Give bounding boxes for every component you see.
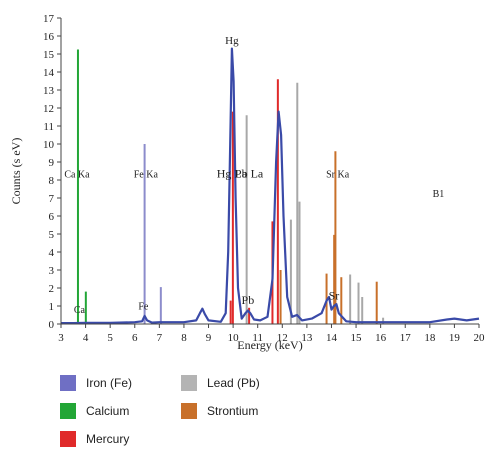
legend-swatch-iron (60, 375, 76, 391)
annotation-hg: Hg (225, 35, 239, 47)
emission-lines (76, 49, 385, 324)
y-tick-label: 12 (43, 103, 54, 115)
spectrum-series (61, 47, 480, 325)
x-tick-label: 6 (132, 332, 138, 344)
annotation-sr: Sr (329, 289, 340, 303)
y-tick-label: 14 (43, 67, 55, 79)
legend-item-iron: Iron (Fe) (60, 374, 132, 392)
annotation-ca-ka: Ca Ka (64, 169, 90, 180)
x-tick-label: 20 (474, 332, 486, 344)
x-tick-label: 7 (157, 332, 163, 344)
y-tick-label: 4 (49, 247, 55, 259)
y-tick-label: 15 (43, 49, 55, 61)
axes: 3 4 5 6 7 8 9 10 11 12 13 14 15 16 17 18 19 2001234567891… (43, 13, 485, 344)
legend: Iron (Fe) Lead (Pb) Calcium Strontium Me… (60, 368, 320, 458)
legend-label-calcium: Calcium (86, 404, 130, 418)
spectrum-chart: 3 4 5 6 7 8 9 10 11 12 13 14 15 16 17 18 19 2001234567891… (9, 13, 485, 352)
x-axis-label: Energy (keV) (237, 338, 302, 352)
x-tick-label: 3 (58, 332, 64, 344)
annotation-b1: B1 (433, 189, 445, 200)
legend-item-lead: Lead (Pb) (181, 374, 260, 392)
x-tick-label: 10 (228, 332, 240, 344)
legend-label-strontium: Strontium (207, 404, 259, 418)
x-tick-label: 13 (301, 332, 313, 344)
annotation-fe-ka: Fe Ka (134, 169, 159, 180)
spectrum-line (61, 47, 480, 325)
y-tick-label: 11 (43, 121, 54, 133)
legend-label-iron: Iron (Fe) (86, 376, 133, 390)
legend-item-calcium: Calcium (60, 402, 129, 420)
y-tick-label: 7 (49, 193, 55, 205)
x-tick-label: 17 (400, 332, 412, 344)
x-tick-label: 8 (181, 332, 187, 344)
y-tick-label: 17 (43, 13, 55, 25)
legend-swatch-lead (181, 375, 197, 391)
y-tick-label: 6 (49, 211, 55, 223)
y-tick-label: 5 (49, 229, 55, 241)
legend-item-mercury: Mercury (60, 430, 129, 448)
x-tick-label: 12 (277, 332, 288, 344)
annotation-pb: Pb (242, 293, 255, 307)
legend-swatch-mercury (60, 431, 76, 447)
y-tick-label: 9 (49, 157, 55, 169)
y-tick-label: 1 (49, 301, 55, 313)
legend-swatch-strontium (181, 403, 197, 419)
x-tick-label: 4 (83, 332, 89, 344)
x-tick-label: 5 (107, 332, 113, 344)
x-tick-label: 11 (252, 332, 263, 344)
y-axis-label: Counts (s eV) (9, 138, 23, 205)
annotation-sr-ka: Sr Ka (326, 169, 350, 180)
x-tick-label: 19 (449, 332, 461, 344)
legend-swatch-calcium (60, 403, 76, 419)
annotation-fe: Fe (138, 302, 149, 313)
y-tick-label: 2 (49, 283, 55, 295)
annotation-ca: Ca (74, 305, 86, 316)
y-tick-label: 13 (43, 85, 55, 97)
legend-label-lead: Lead (Pb) (207, 376, 260, 390)
x-tick-label: 16 (375, 332, 387, 344)
y-tick-label: 10 (43, 139, 55, 151)
x-tick-label: 18 (424, 332, 436, 344)
annotation-pb-la: Pb La (235, 166, 264, 180)
y-tick-label: 8 (49, 175, 55, 187)
x-tick-label: 14 (326, 332, 338, 344)
legend-item-strontium: Strontium (181, 402, 258, 420)
annotation-hg-la: Hg La (217, 166, 248, 180)
legend-label-mercury: Mercury (86, 432, 130, 446)
y-tick-label: 16 (43, 31, 55, 43)
y-tick-label: 3 (49, 265, 55, 277)
y-tick-label: 0 (49, 319, 55, 331)
x-tick-label: 9 (206, 332, 212, 344)
x-tick-label: 15 (351, 332, 363, 344)
